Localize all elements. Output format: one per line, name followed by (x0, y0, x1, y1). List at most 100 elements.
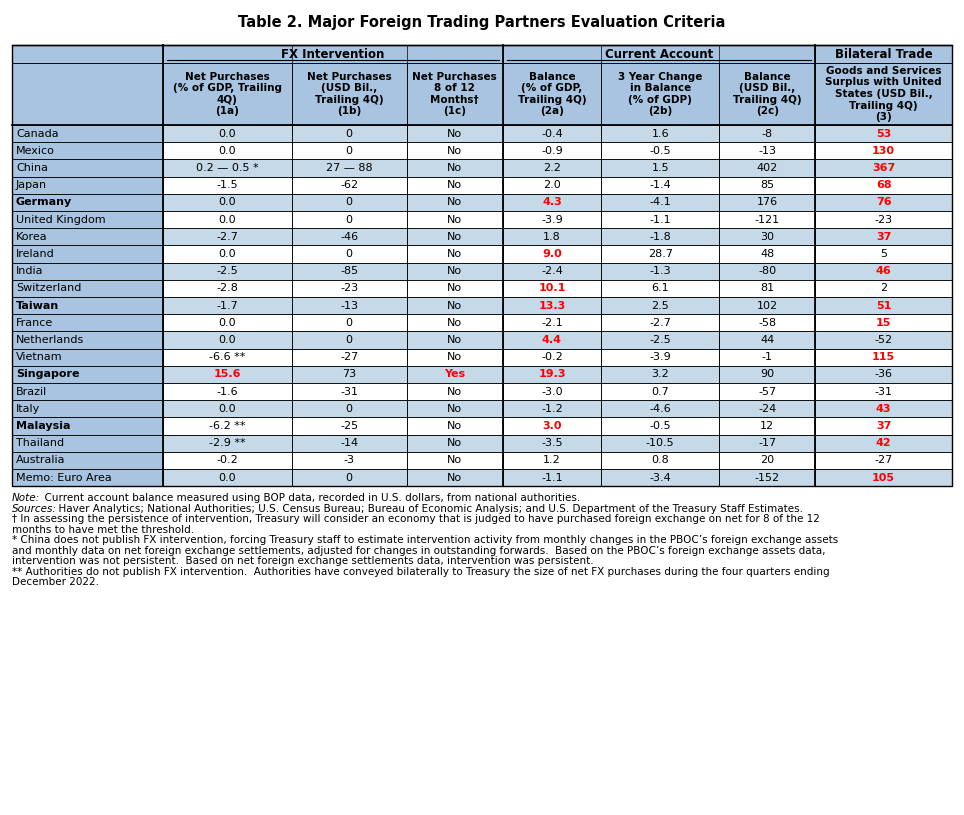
Text: -52: -52 (874, 335, 893, 345)
Bar (602, 332, 719, 349)
Bar (163, 332, 292, 349)
Text: No: No (447, 386, 462, 397)
Text: -0.9: -0.9 (541, 146, 563, 156)
Bar (292, 245, 407, 262)
Text: 12: 12 (761, 421, 774, 431)
Bar (602, 177, 719, 194)
Text: 1.8: 1.8 (543, 231, 561, 242)
Bar (292, 211, 407, 228)
Bar (719, 434, 816, 452)
Bar (503, 280, 602, 297)
Bar (292, 280, 407, 297)
Text: -0.2: -0.2 (541, 352, 563, 362)
Text: 0: 0 (346, 146, 353, 156)
Bar (719, 194, 816, 211)
Bar (602, 315, 719, 332)
Bar (602, 63, 719, 125)
Text: Table 2. Major Foreign Trading Partners Evaluation Criteria: Table 2. Major Foreign Trading Partners … (238, 15, 726, 30)
Bar (816, 262, 952, 280)
Bar (503, 297, 602, 315)
Bar (503, 228, 602, 245)
Text: No: No (447, 249, 462, 259)
Text: 0.0: 0.0 (219, 129, 236, 139)
Bar (503, 211, 602, 228)
Text: -2.5: -2.5 (650, 335, 671, 345)
Bar (163, 434, 292, 452)
Text: No: No (447, 403, 462, 414)
Bar (816, 177, 952, 194)
Text: -27: -27 (340, 352, 359, 362)
Text: * China does not publish FX intervention, forcing Treasury staff to estimate int: * China does not publish FX intervention… (12, 535, 839, 545)
Text: 0.2 — 0.5 *: 0.2 — 0.5 * (196, 163, 258, 173)
Bar (407, 297, 503, 315)
Bar (12, 452, 163, 469)
Text: Thailand: Thailand (16, 438, 65, 448)
Text: No: No (447, 163, 462, 173)
Text: 0.7: 0.7 (652, 386, 669, 397)
Bar (12, 469, 163, 487)
Bar (292, 142, 407, 160)
Text: 2.2: 2.2 (543, 163, 561, 173)
Bar (816, 211, 952, 228)
Bar (719, 262, 816, 280)
Text: 85: 85 (761, 180, 774, 190)
Text: No: No (447, 267, 462, 276)
Text: No: No (447, 421, 462, 431)
Bar (12, 400, 163, 417)
Text: 367: 367 (872, 163, 896, 173)
Text: 0.0: 0.0 (219, 197, 236, 207)
Text: -2.9 **: -2.9 ** (209, 438, 246, 448)
Text: 15.6: 15.6 (214, 369, 241, 380)
Text: 1.5: 1.5 (652, 163, 669, 173)
Bar (503, 160, 602, 177)
Bar (602, 469, 719, 487)
Text: -3.5: -3.5 (541, 438, 563, 448)
Text: intervention was not persistent.  Based on net foreign exchange settlements data: intervention was not persistent. Based o… (12, 556, 594, 566)
Bar (407, 245, 503, 262)
Bar (163, 417, 292, 434)
Text: 0: 0 (346, 214, 353, 225)
Bar (163, 228, 292, 245)
Bar (12, 315, 163, 332)
Text: -6.2 **: -6.2 ** (209, 421, 246, 431)
Bar (719, 297, 816, 315)
Bar (407, 417, 503, 434)
Text: 81: 81 (761, 284, 774, 293)
Text: -4.1: -4.1 (650, 197, 671, 207)
Text: 37: 37 (876, 231, 892, 242)
Text: No: No (447, 214, 462, 225)
Bar (719, 452, 816, 469)
Bar (163, 400, 292, 417)
Text: Goods and Services
Surplus with United
States (USD Bil.,
Trailing 4Q)
(3): Goods and Services Surplus with United S… (825, 66, 942, 122)
Bar (719, 211, 816, 228)
Bar (292, 194, 407, 211)
Text: No: No (447, 129, 462, 139)
Bar (719, 245, 816, 262)
Bar (407, 228, 503, 245)
Text: months to have met the threshold.: months to have met the threshold. (12, 525, 194, 535)
Text: Japan: Japan (16, 180, 47, 190)
Text: 73: 73 (342, 369, 357, 380)
Bar (163, 211, 292, 228)
Bar (602, 160, 719, 177)
Text: Note:: Note: (12, 493, 40, 503)
Text: Vietnam: Vietnam (16, 352, 63, 362)
Bar (719, 469, 816, 487)
Text: 0: 0 (346, 318, 353, 328)
Text: 0: 0 (346, 129, 353, 139)
Bar (12, 194, 163, 211)
Bar (292, 125, 407, 142)
Bar (407, 63, 503, 125)
Text: Haver Analytics; National Authorities; U.S. Census Bureau; Bureau of Economic An: Haver Analytics; National Authorities; U… (52, 504, 803, 513)
Text: -13: -13 (340, 301, 359, 311)
Bar (816, 332, 952, 349)
Text: 0: 0 (346, 249, 353, 259)
Bar (407, 383, 503, 400)
Text: Bilateral Trade: Bilateral Trade (835, 47, 932, 60)
Bar (292, 383, 407, 400)
Text: -24: -24 (758, 403, 776, 414)
Text: 130: 130 (872, 146, 896, 156)
Bar (719, 125, 816, 142)
Text: -80: -80 (759, 267, 776, 276)
Bar (816, 452, 952, 469)
